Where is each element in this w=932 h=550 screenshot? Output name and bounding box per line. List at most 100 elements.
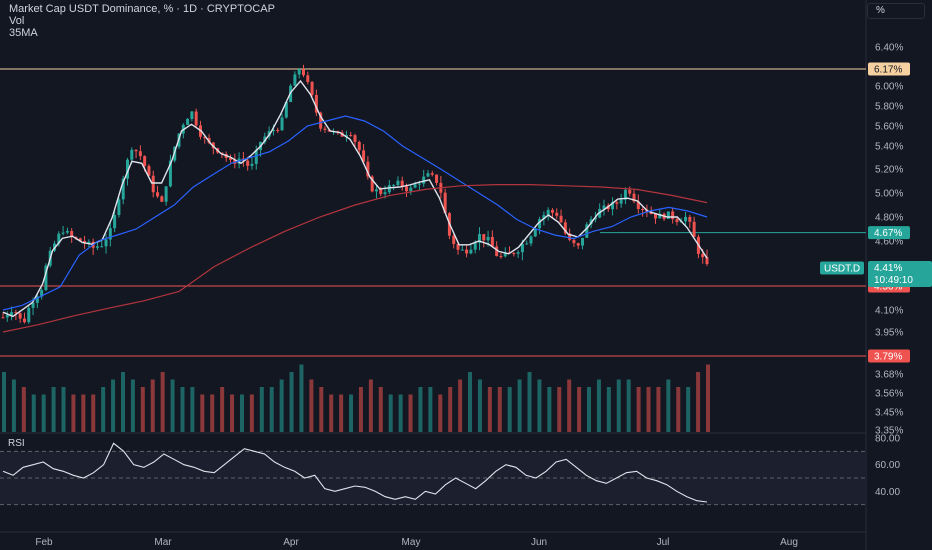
candle-body <box>581 237 585 246</box>
candle-body <box>121 178 125 200</box>
volume-bar <box>170 379 175 432</box>
price-axis[interactable]: 6.60%6.40%6.20%6.00%5.80%5.60%5.40%5.20%… <box>820 5 932 498</box>
candle-body <box>78 238 82 241</box>
candle-body <box>653 213 657 219</box>
price-tick: 5.80% <box>875 102 903 113</box>
candle-body <box>430 173 434 175</box>
volume-bar <box>21 387 26 432</box>
time-axis[interactable]: Feb Mar Apr May Jun Jul Aug <box>35 537 798 548</box>
candle-body <box>405 186 409 192</box>
volume-bar <box>507 387 512 432</box>
candle-body <box>100 246 104 248</box>
vol-legend[interactable]: Vol <box>9 15 25 27</box>
volume-bar <box>339 394 344 432</box>
candle-body <box>533 228 537 237</box>
price-tick: 6.40% <box>875 43 903 54</box>
volume-bar <box>239 394 244 432</box>
candle-body <box>83 240 87 244</box>
candle-body <box>499 256 503 258</box>
candle-body <box>486 236 490 241</box>
volume-bar <box>706 364 710 432</box>
candle-body <box>65 230 69 233</box>
candle-body <box>27 307 31 323</box>
volume-bar <box>676 387 681 432</box>
candle-body <box>14 312 18 314</box>
candle-body <box>666 211 670 219</box>
current-price-bg <box>868 261 932 287</box>
candle-body <box>374 189 378 192</box>
candle-body <box>87 241 91 244</box>
price-tick: 5.60% <box>875 122 903 133</box>
volume-bar <box>279 379 284 432</box>
volume-bar <box>120 372 125 432</box>
volume-bar <box>596 379 601 432</box>
candle-body <box>701 253 705 258</box>
candle-body <box>529 236 533 244</box>
volume-bar <box>210 394 215 432</box>
candle-body <box>353 135 357 142</box>
candle-body <box>5 315 9 318</box>
volume-bar <box>626 379 631 432</box>
candle-body <box>113 214 117 229</box>
candle-body <box>40 290 44 297</box>
candle-body <box>692 221 696 237</box>
volume-bar <box>428 387 433 432</box>
candle-body <box>57 233 61 244</box>
candle-body <box>396 180 400 185</box>
candle-body <box>301 69 305 76</box>
candle-body <box>22 318 26 323</box>
candle-body <box>546 209 550 216</box>
candle-body <box>349 135 353 137</box>
candle-body <box>572 239 576 244</box>
unit-selector[interactable]: % <box>867 3 925 19</box>
candle-body <box>151 175 155 193</box>
volume-bar <box>477 379 482 432</box>
candle-body <box>156 192 160 197</box>
candle-body <box>482 234 486 241</box>
candle-body <box>705 257 709 265</box>
volume-bar <box>51 387 56 432</box>
candle-body <box>520 244 524 253</box>
candle-body <box>473 242 477 250</box>
ma-legend[interactable]: 35MA <box>9 27 38 39</box>
volume-bar <box>71 394 76 432</box>
candle-body <box>684 216 688 222</box>
price-tick: 3.68% <box>875 370 903 381</box>
price-tick: 5.20% <box>875 165 903 176</box>
candle-body <box>611 202 615 210</box>
candle-body <box>134 149 138 152</box>
candle-body <box>460 249 464 251</box>
volume-bar <box>636 387 641 432</box>
moving-averages <box>2 79 708 333</box>
candle-body <box>18 313 22 319</box>
candle-body <box>619 199 623 204</box>
candle-body <box>319 112 323 129</box>
volume-bar <box>11 379 16 432</box>
volume-bar <box>458 379 463 432</box>
price-tick: 4.80% <box>875 213 903 224</box>
level-label-bg <box>868 62 910 76</box>
candle-body <box>426 173 430 177</box>
candle-body <box>538 219 542 229</box>
volume-bar <box>537 379 542 432</box>
candle-body <box>409 187 413 192</box>
volume-bar <box>487 387 492 432</box>
volume-bar <box>41 394 46 432</box>
candle-body <box>362 150 366 162</box>
candle-body <box>186 118 190 125</box>
candle-body <box>602 205 606 209</box>
candle-body <box>649 212 653 214</box>
volume-bar <box>269 387 274 432</box>
candle-body <box>477 234 481 243</box>
candle-body <box>61 232 65 234</box>
volume-bar <box>358 387 363 432</box>
volume-bar <box>130 379 135 432</box>
candle-body <box>671 211 675 220</box>
chart-title[interactable]: Market Cap USDT Dominance, % · 1D · CRYP… <box>9 3 275 15</box>
candle-body <box>143 156 147 166</box>
candle-body <box>138 151 142 157</box>
volume-bar <box>349 394 354 432</box>
volume-bar <box>497 387 502 432</box>
volume-bar <box>388 394 393 432</box>
volume-bar <box>200 394 205 432</box>
